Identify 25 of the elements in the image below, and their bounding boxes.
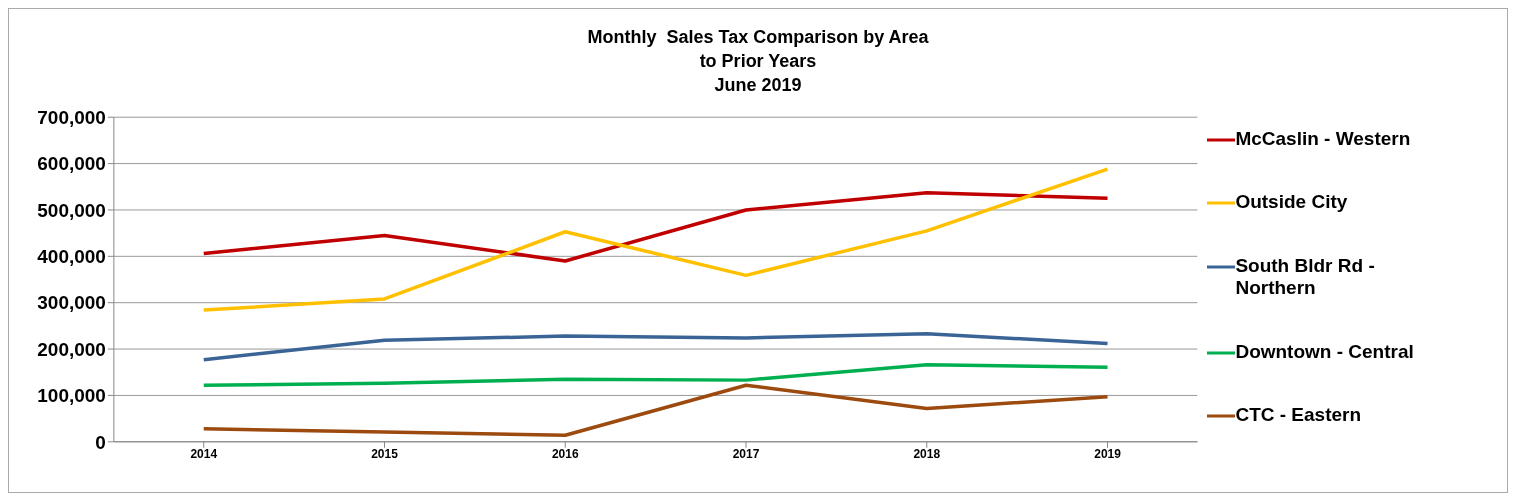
legend-label: McCaslin - Western bbox=[1235, 127, 1411, 150]
y-tick-label: 0 bbox=[95, 431, 106, 453]
x-tick-label: 2018 bbox=[913, 447, 941, 462]
x-tick-label: 2014 bbox=[190, 447, 218, 462]
line-series bbox=[201, 167, 1110, 312]
x-tick-label: 2019 bbox=[1094, 447, 1122, 462]
x-tick-label: 2017 bbox=[732, 447, 760, 462]
legend-label: Outside City bbox=[1235, 191, 1348, 214]
x-tick-label: 2016 bbox=[551, 447, 579, 462]
legend-label: CTC - Eastern bbox=[1235, 404, 1362, 427]
y-tick-label: 200,000 bbox=[37, 338, 106, 360]
y-tick-label: 500,000 bbox=[37, 199, 106, 221]
line-series bbox=[201, 383, 1110, 438]
y-tick-label: 100,000 bbox=[37, 385, 106, 407]
y-tick-label: 300,000 bbox=[37, 292, 106, 314]
y-tick-label: 600,000 bbox=[37, 153, 106, 175]
y-tick-label: 700,000 bbox=[37, 106, 106, 128]
legend-label: South Bldr Rd - Northern bbox=[1235, 254, 1376, 299]
y-tick-label: 400,000 bbox=[37, 246, 106, 268]
legend-label: Downtown - Central bbox=[1235, 340, 1414, 363]
x-tick-label: 2015 bbox=[371, 447, 399, 462]
line-series bbox=[201, 332, 1110, 362]
line-series bbox=[201, 191, 1110, 263]
line-series bbox=[201, 363, 1110, 387]
chart-title: Monthly Sales Tax Comparison by Area to Prior Years June 2019 bbox=[586, 26, 930, 97]
